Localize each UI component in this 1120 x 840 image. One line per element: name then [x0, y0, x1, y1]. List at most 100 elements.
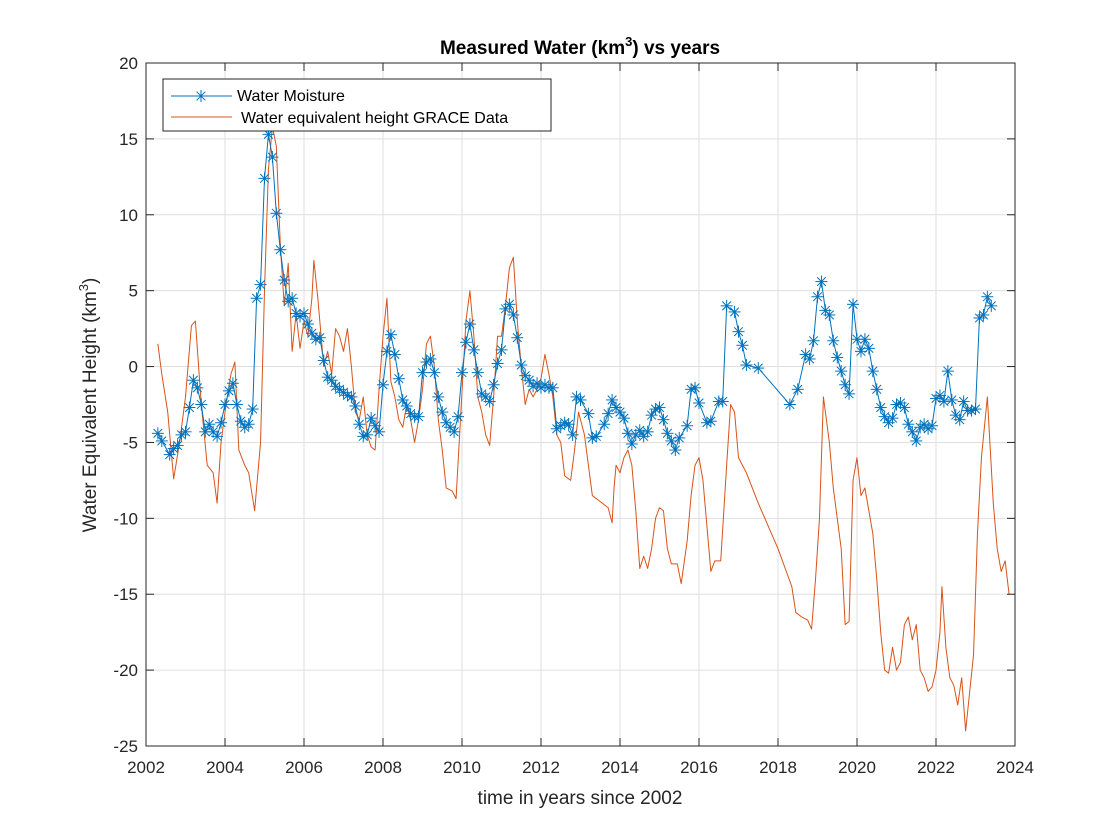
data-point-water-moisture	[653, 401, 666, 414]
y-tick-label: -5	[123, 433, 138, 452]
data-point-water-moisture	[155, 434, 168, 447]
chart-title: Measured Water (km3) vs years	[440, 34, 720, 59]
data-point-water-moisture	[985, 299, 998, 312]
data-point-water-moisture	[693, 396, 705, 409]
y-tick-label: 15	[119, 130, 138, 149]
legend-label-water-moisture: Water Moisture	[237, 88, 345, 105]
data-point-water-moisture	[369, 419, 382, 432]
data-point-water-moisture	[689, 381, 702, 394]
data-point-water-moisture	[456, 366, 468, 379]
data-point-water-moisture	[546, 381, 559, 394]
data-point-water-moisture	[977, 308, 990, 321]
data-point-water-moisture	[274, 243, 287, 256]
x-tick-label: 2014	[601, 758, 639, 777]
data-point-water-moisture	[945, 393, 958, 406]
y-tick-label: -25	[113, 737, 138, 756]
data-point-water-moisture	[515, 359, 528, 372]
axes-box	[145, 62, 1016, 747]
data-point-water-moisture	[621, 427, 634, 440]
data-point-water-moisture	[242, 418, 255, 431]
data-point-water-moisture	[463, 318, 476, 331]
data-point-water-moisture	[487, 378, 500, 391]
data-point-water-moisture	[511, 331, 524, 344]
x-tick-label: 2006	[285, 758, 323, 777]
y-tick-label: -15	[113, 585, 138, 604]
data-point-water-moisture	[791, 383, 804, 396]
x-axis-label: time in years since 2002	[478, 788, 683, 809]
data-point-water-moisture	[377, 378, 389, 391]
data-point-water-moisture	[179, 425, 192, 438]
legend-label-grace-data: Water equivalent height GRACE Data	[241, 110, 508, 127]
data-point-water-moisture	[870, 383, 883, 396]
legend-marker-water-moisture	[195, 90, 207, 102]
data-point-water-moisture	[483, 395, 496, 408]
series-layer	[151, 126, 1010, 732]
data-point-water-moisture	[503, 298, 516, 311]
data-point-water-moisture	[878, 410, 891, 423]
x-tick-label: 2020	[838, 758, 876, 777]
x-tick-label: 2004	[206, 758, 244, 777]
x-tick-label: 2018	[759, 758, 797, 777]
data-point-water-moisture	[325, 374, 338, 387]
data-point-water-moisture	[957, 395, 970, 408]
data-point-water-moisture	[151, 427, 164, 440]
data-point-water-moisture	[211, 430, 224, 443]
x-tick-label: 2010	[443, 758, 481, 777]
data-point-water-moisture	[752, 362, 765, 375]
data-point-water-moisture	[969, 403, 982, 416]
data-point-water-moisture	[566, 428, 579, 441]
data-point-water-moisture	[736, 339, 749, 352]
data-point-water-moisture	[704, 415, 717, 428]
data-point-water-moisture	[345, 390, 358, 403]
data-point-water-moisture	[384, 328, 397, 341]
data-point-water-moisture	[898, 401, 911, 414]
data-point-water-moisture	[827, 334, 840, 347]
data-point-water-moisture	[432, 390, 445, 403]
chart-title-end: ) vs years	[632, 38, 720, 59]
data-point-water-moisture	[258, 172, 271, 185]
data-point-water-moisture	[874, 401, 887, 414]
x-tick-label: 2002	[127, 758, 165, 777]
data-point-water-moisture	[657, 413, 670, 426]
y-tick-label: 0	[129, 358, 138, 377]
data-point-water-moisture	[811, 290, 824, 303]
y-tick-label: 5	[129, 282, 138, 301]
x-tick-label: 2012	[522, 758, 560, 777]
data-point-water-moisture	[661, 427, 674, 440]
data-point-water-moisture	[606, 393, 619, 406]
data-point-water-moisture	[617, 412, 630, 425]
data-point-water-moisture	[428, 366, 441, 379]
data-point-water-moisture	[574, 393, 587, 406]
data-point-water-moisture	[728, 305, 741, 318]
data-point-water-moisture	[582, 407, 595, 420]
data-point-water-moisture	[843, 387, 856, 400]
legend-box	[162, 78, 552, 132]
data-point-water-moisture	[361, 428, 374, 441]
legend-asterisk-icon	[195, 90, 207, 102]
legend: Water Moisture Water equivalent height G…	[162, 78, 552, 132]
data-point-water-moisture	[349, 400, 362, 413]
data-point-water-moisture	[554, 419, 567, 432]
data-point-water-moisture	[598, 418, 611, 431]
data-point-water-moisture	[396, 393, 409, 406]
data-point-water-moisture	[459, 336, 472, 349]
data-point-water-moisture	[313, 331, 326, 344]
data-point-water-moisture	[219, 398, 231, 411]
data-point-water-moisture	[254, 278, 267, 291]
data-point-water-moisture	[298, 307, 310, 320]
data-point-water-moisture	[448, 425, 461, 438]
data-point-water-moisture	[491, 357, 504, 370]
data-point-water-moisture	[614, 406, 626, 419]
y-tick-label: 20	[119, 54, 138, 73]
series-water-moisture	[151, 128, 998, 461]
data-point-water-moisture	[981, 290, 994, 303]
data-point-water-moisture	[669, 444, 682, 457]
y-tick-label: 10	[119, 206, 138, 225]
data-point-water-moisture	[353, 418, 366, 431]
data-point-water-moisture	[862, 342, 875, 355]
data-point-water-moisture	[424, 352, 437, 365]
y-tick-label: -20	[113, 661, 138, 680]
data-point-water-moisture	[452, 410, 465, 423]
data-point-water-moisture	[286, 292, 299, 305]
